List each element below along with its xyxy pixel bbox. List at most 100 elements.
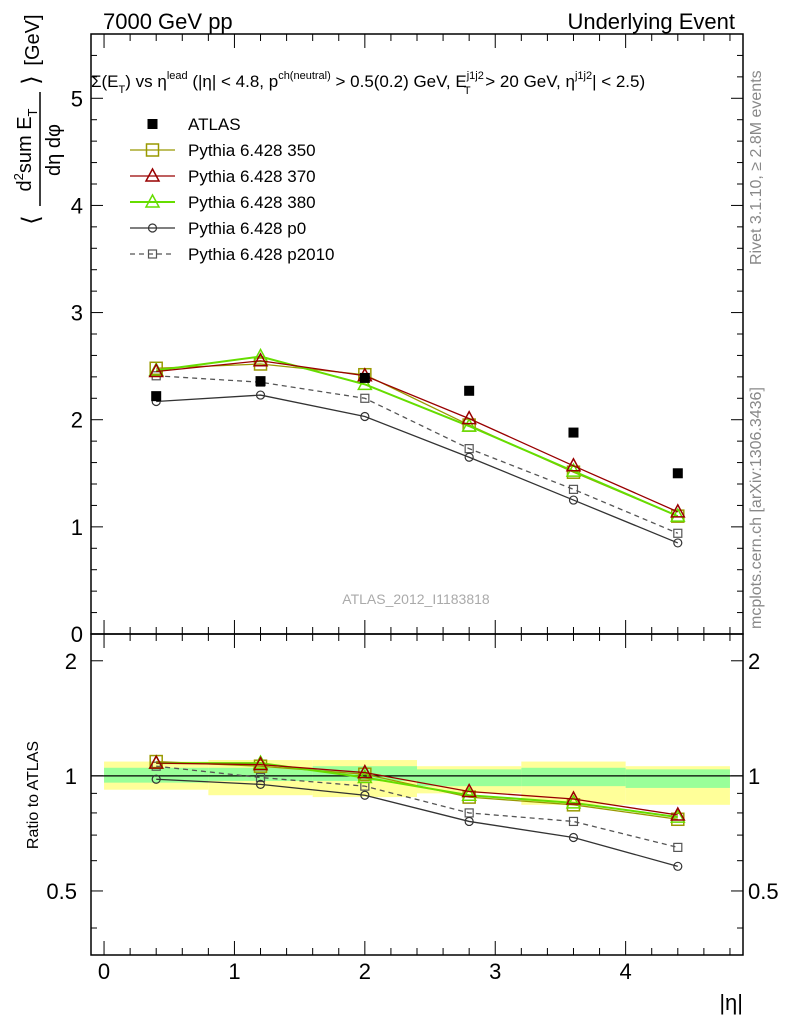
ratio-point-p0 [151, 774, 161, 784]
ratio-band-inner [521, 767, 626, 787]
upper-point-p0 [464, 452, 474, 462]
x-tick-label: 4 [620, 959, 632, 984]
ratio-point-p370 [148, 754, 164, 769]
upper-point-p0 [568, 495, 579, 505]
upper-y-tick-label: 5 [71, 86, 83, 111]
upper-point-p370 [148, 362, 164, 378]
lower-y-tick-label-right: 1 [748, 764, 760, 789]
upper-line-p350 [156, 363, 679, 517]
ratio-point-p380 [357, 768, 373, 784]
upper-y-tick-label: 3 [71, 301, 83, 326]
ratio-point-p380 [670, 808, 686, 823]
legend-marker-p350 [145, 143, 160, 157]
legend-entry-p370: Pythia 6.428 370 [130, 167, 316, 186]
legend-marker-p370 [144, 167, 161, 182]
upper-point-atlas [464, 385, 475, 396]
lower-y-axis-label: Ratio to ATLAS [25, 741, 42, 849]
analysis-category-label: Underlying Event [567, 9, 735, 34]
upper-series-p370 [148, 352, 686, 518]
upper-line-p380 [156, 355, 679, 518]
upper-line-p370 [156, 360, 679, 513]
lower-y-tick-label-right: 2 [748, 649, 760, 674]
upper-point-p380 [252, 347, 269, 363]
upper-point-p2010 [673, 528, 683, 538]
ratio-point-p370 [670, 806, 686, 821]
upper-series-p0 [151, 390, 683, 548]
upper-series-p380 [148, 347, 686, 522]
upper-point-p370 [461, 410, 477, 425]
ylabel-numerator: d2sum ET [11, 108, 40, 191]
upper-point-p0 [360, 411, 370, 422]
legend-label-p370: Pythia 6.428 370 [188, 167, 316, 186]
ratio-line-p380 [156, 762, 678, 819]
upper-y-axis-label: ⟨ d2sum ET dη dφ ⟩ [GeV] [11, 14, 65, 224]
upper-y-tick-label: 1 [71, 515, 83, 540]
legend-marker-p0 [147, 223, 158, 233]
upper-point-atlas [359, 372, 370, 383]
ratio-point-p380 [461, 786, 477, 801]
upper-point-p380 [357, 375, 373, 391]
ratio-band-inner [417, 769, 522, 787]
x-tick-label: 0 [98, 959, 110, 984]
x-tick-label: 3 [489, 959, 501, 984]
ratio-point-p0 [464, 816, 474, 827]
ratio-point-p0 [673, 861, 683, 871]
upper-point-p0 [673, 538, 683, 548]
legend-entry-p350: Pythia 6.428 350 [130, 141, 316, 160]
upper-point-atlas [568, 427, 579, 438]
ratio-line-p0 [156, 778, 678, 867]
upper-point-p380 [461, 417, 477, 432]
x-tick-label: 1 [228, 959, 240, 984]
ylabel-open-bracket: ⟨ [18, 215, 45, 224]
ratio-point-p380 [565, 794, 582, 809]
ylabel-unit: [GeV] [22, 14, 44, 65]
lower-y-tick-label: 2 [65, 649, 77, 674]
legend-marker-atlas [147, 119, 158, 129]
ratio-line-p370 [156, 762, 678, 816]
ratio-band-inner [208, 767, 313, 781]
ratio-line-p2010 [156, 765, 678, 849]
ratio-point-p2010 [673, 842, 683, 852]
ratio-series-p0 [151, 774, 683, 871]
x-tick-label: 2 [359, 959, 371, 984]
legend-marker-p2010 [147, 249, 158, 259]
ratio-point-p370 [252, 756, 269, 771]
upper-y-tick-label: 0 [71, 622, 83, 647]
ratio-series-p380 [148, 754, 686, 823]
upper-series-p350 [149, 357, 685, 523]
upper-point-p370 [670, 503, 686, 518]
legend: ATLAS Pythia 6.428 350 Pythia 6.428 370 Pyt… [130, 115, 335, 264]
upper-point-p380 [670, 507, 686, 522]
ratio-band-inner [625, 769, 730, 788]
legend-label-p380: Pythia 6.428 380 [188, 193, 316, 212]
analysis-id-watermark: ATLAS_2012_I1183818 [342, 591, 490, 607]
x-axis-label: |η| [719, 990, 743, 1015]
mcplots-reference-label: mcplots.cern.ch [arXiv:1306.3436] [748, 387, 765, 629]
upper-point-p370 [252, 352, 269, 367]
upper-series-atlas [151, 372, 683, 479]
legend-entry-p380: Pythia 6.428 380 [130, 193, 316, 212]
upper-point-p2010 [568, 484, 579, 494]
upper-point-p370 [565, 457, 582, 472]
lower-y-tick-label: 1 [65, 764, 77, 789]
ratio-series-p370 [148, 754, 686, 821]
ratio-point-p370 [461, 782, 477, 798]
upper-point-atlas [255, 376, 266, 387]
legend-label-atlas: ATLAS [188, 115, 241, 134]
upper-y-tick-label: 2 [71, 408, 83, 433]
collision-energy-label: 7000 GeV pp [103, 9, 233, 34]
upper-point-p2010 [360, 393, 370, 403]
plot-title: Σ(ET) vs ηlead (|η| < 4.8, pch(neutral) … [91, 70, 645, 97]
upper-y-tick-label: 4 [71, 193, 83, 218]
ratio-point-p0 [255, 779, 266, 789]
ratio-point-p0 [360, 790, 370, 800]
legend-entry-atlas: ATLAS [147, 115, 241, 134]
legend-entry-p2010: Pythia 6.428 p2010 [130, 245, 335, 264]
lower-panel: 0.5 0.5 1 1 2 2 0 1 2 3 4 [46, 633, 779, 984]
ratio-point-p2010 [255, 772, 266, 783]
rivet-version-label: Rivet 3.1.10, ≥ 2.8M events [748, 70, 765, 265]
upper-line-p0 [156, 394, 679, 544]
ylabel-close-bracket: ⟩ [18, 75, 45, 84]
legend-label-p0: Pythia 6.428 p0 [188, 219, 306, 238]
